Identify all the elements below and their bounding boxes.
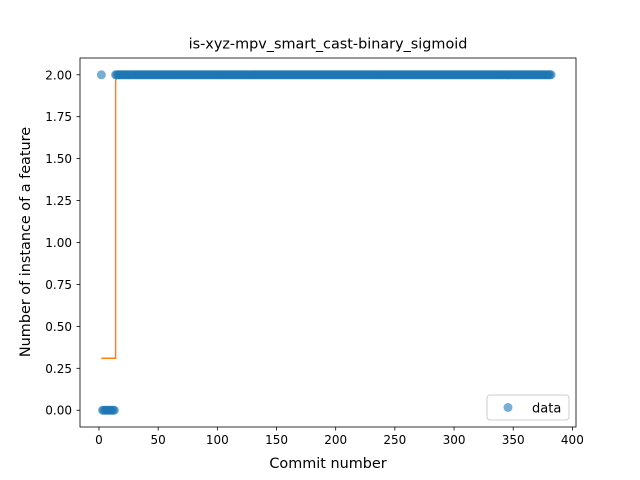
x-axis-label: Commit number	[269, 456, 386, 472]
legend-label-data: data	[532, 402, 561, 417]
legend-marker-data	[503, 403, 513, 412]
chart-title: is-xyz-mpv_smart_cast-binary_sigmoid	[189, 37, 468, 53]
legend: data	[486, 394, 570, 421]
x-tick-label: 0	[95, 433, 103, 447]
legend-box	[486, 394, 570, 421]
x-tick-label: 250	[383, 433, 406, 447]
y-axis-label: Number of instance of a feature	[18, 127, 34, 357]
plot-area	[96, 70, 556, 415]
data-point	[109, 405, 119, 415]
y-tick-label: 1.75	[45, 110, 72, 124]
y-tick-label: 1.50	[45, 152, 72, 166]
y-tick-label: 0.25	[45, 362, 72, 376]
y-tick-label: 0.00	[45, 404, 72, 418]
y-tick-label: 2.00	[45, 68, 72, 82]
data-point	[96, 70, 106, 80]
y-tick-label: 0.50	[45, 320, 72, 334]
y-axis: 0.00 0.25 0.50 0.75 1.00 1.25 1.50 1.75 2.00	[45, 68, 80, 418]
x-axis: 0 50 100 150 200 250 300 350 400	[95, 427, 584, 447]
y-tick-label: 1.00	[45, 236, 72, 250]
y-tick-label: 0.75	[45, 278, 72, 292]
x-tick-label: 200	[324, 433, 347, 447]
x-tick-label: 300	[443, 433, 466, 447]
x-tick-label: 350	[502, 433, 525, 447]
y-tick-label: 1.25	[45, 194, 72, 208]
x-tick-label: 100	[206, 433, 229, 447]
data-point	[546, 70, 556, 80]
x-tick-label: 150	[265, 433, 288, 447]
x-tick-label: 400	[561, 433, 584, 447]
x-tick-label: 50	[151, 433, 166, 447]
